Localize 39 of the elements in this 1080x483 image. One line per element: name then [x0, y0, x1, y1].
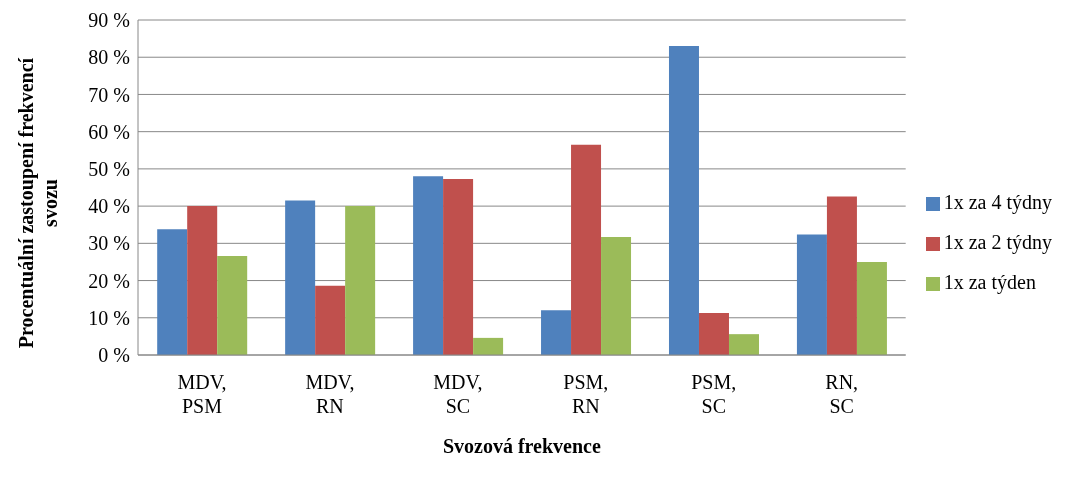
- legend-label: 1x za týden: [943, 270, 1036, 293]
- x-axis-title: Svozová frekvence: [442, 435, 601, 457]
- y-tick-label: 90 %: [88, 9, 130, 32]
- bar: [541, 310, 572, 355]
- bar: [345, 206, 376, 355]
- bar: [668, 46, 699, 355]
- bar: [157, 229, 188, 355]
- bar: [473, 337, 504, 355]
- x-tick-label: MDV, RN: [305, 371, 355, 417]
- bar: [826, 196, 857, 355]
- y-tick-label: 0 %: [98, 344, 130, 367]
- x-tick-label: PSM, RN: [563, 371, 609, 417]
- y-tick-label: 30 %: [88, 232, 130, 255]
- bar: [856, 261, 887, 355]
- bar: [443, 178, 474, 355]
- bar: [728, 334, 759, 355]
- y-axis-title: Procentuální zastoupení frekvencí svozu: [15, 57, 61, 349]
- y-tick-label: 50 %: [88, 157, 130, 180]
- y-tick-label: 60 %: [88, 120, 130, 143]
- x-tick-label: RN, SC: [825, 371, 859, 417]
- y-tick-label: 20 %: [88, 269, 130, 292]
- bar: [315, 285, 346, 355]
- bar: [601, 237, 632, 355]
- x-tick-label: PSM, SC: [691, 371, 737, 417]
- bar: [413, 176, 444, 355]
- bar: [698, 312, 729, 355]
- legend-label: 1x za 2 týdny: [943, 230, 1052, 253]
- y-tick-label: 10 %: [88, 306, 130, 329]
- bar: [571, 144, 602, 355]
- x-tick-label: MDV, SC: [433, 371, 483, 417]
- bar: [187, 206, 218, 355]
- bar: [217, 255, 248, 355]
- y-tick-label: 40 %: [88, 195, 130, 218]
- legend-label: 1x za 4 týdny: [943, 190, 1052, 213]
- y-tick-label: 70 %: [88, 83, 130, 106]
- bar: [285, 200, 316, 355]
- y-tick-label: 80 %: [88, 46, 130, 69]
- bar: [796, 234, 827, 355]
- x-tick-label: MDV, PSM: [177, 371, 227, 417]
